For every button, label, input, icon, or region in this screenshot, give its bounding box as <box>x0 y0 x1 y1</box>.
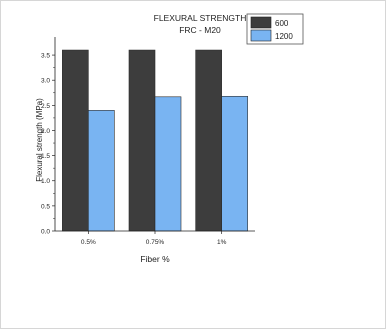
y-tick-label: 2.0 <box>41 128 50 135</box>
y-tick-label: 1.0 <box>41 178 50 185</box>
legend-label-1200: 1200 <box>275 32 293 41</box>
y-axis-label: Flexural strength (MPa) <box>35 98 44 182</box>
y-tick-label: 3.0 <box>41 78 50 85</box>
chart-subtitle: FRC - M20 <box>179 25 221 35</box>
bar-600-0.5% <box>62 49 89 232</box>
bars-group <box>62 49 248 232</box>
y-axis: 0.0 0.5 1.0 1.5 2.0 2.5 3.0 3.5 <box>41 37 56 236</box>
y-tick-label: 2.5 <box>41 103 50 110</box>
y-tick-label: 0.5 <box>41 203 50 210</box>
bar-600-0.75% <box>128 49 156 232</box>
legend-swatch-600 <box>250 16 272 29</box>
y-tick-label: 1.5 <box>41 153 50 160</box>
bar-1200-1% <box>221 95 248 232</box>
legend-swatch-1200 <box>250 29 272 42</box>
bar-1200-0.5% <box>88 110 115 232</box>
bar-1200-0.75% <box>154 96 182 232</box>
legend-label-600: 600 <box>275 19 289 28</box>
bar-600-1% <box>195 49 222 232</box>
x-tick-label: 1% <box>217 239 227 246</box>
legend: 600 1200 <box>246 13 304 45</box>
x-tick-label: 0.5% <box>81 239 96 246</box>
y-tick-label: 3.5 <box>41 53 50 60</box>
x-axis-label: Fiber % <box>140 254 170 264</box>
y-tick-label: 0.0 <box>41 229 50 236</box>
chart-title: FLEXURAL STRENGTH <box>154 13 247 23</box>
x-tick-label: 0.75% <box>146 239 165 246</box>
x-axis: 0.5% 0.75% 1% <box>55 230 255 246</box>
